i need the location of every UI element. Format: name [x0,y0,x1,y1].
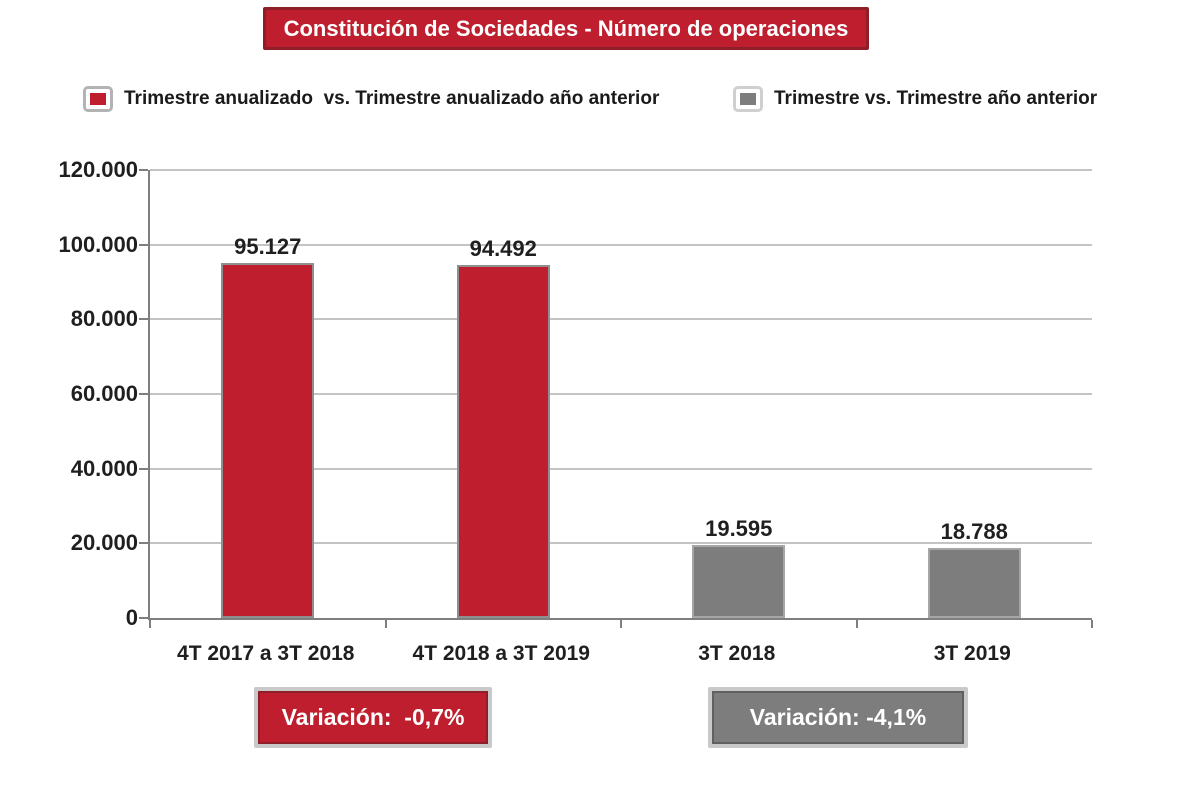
bar-4t2017-3t2018 [221,262,315,618]
gray-chip-icon [740,93,756,105]
y-axis-tick [139,617,148,619]
x-axis-tick [384,620,387,628]
gridline [150,467,1092,470]
bar-slot: 94.492 [386,170,622,618]
y-axis-tick-label: 80.000 [70,306,138,332]
y-axis-tick [139,542,148,545]
x-axis-tick [149,620,151,628]
red-chip-icon [90,93,106,105]
x-axis-tick [1091,620,1093,628]
y-axis-tick [139,243,148,246]
bar-slot: 95.127 [150,170,386,618]
bar-group-4: 18.788 [927,518,1021,618]
bar-3t2019 [927,547,1021,618]
bar-value-label: 18.788 [940,518,1008,544]
bar-3t2018 [692,544,786,618]
legend-item-quarter: Trimestre vs. Trimestre año anterior [733,86,1097,112]
x-label-1: 4T 2017 a 3T 2018 [177,642,355,665]
bar-group-1: 95.127 [221,233,315,618]
y-axis-tick [139,169,148,171]
x-axis-tick [855,620,858,628]
y-axis-tick-label: 100.000 [58,231,138,257]
bar-group-2: 94.492 [456,236,550,618]
legend-label-quarter: Trimestre vs. Trimestre año anterior [774,88,1098,109]
bar-value-label: 19.595 [705,515,773,541]
bar-4t2018-3t2019 [456,265,550,618]
x-axis-tick [620,620,622,628]
variation-box-annualized: Variación: -0,7% [254,687,492,748]
bar-slot: 19.595 [621,170,857,618]
y-axis-tick-label: 20.000 [70,530,138,556]
gridline [150,169,1092,171]
y-axis-tick-label: 0 [125,605,138,630]
red-swatch-icon [83,86,113,112]
plot-area: 95.127 94.492 19.595 18.788 [139,169,1093,628]
legend-item-annualized: Trimestre anualizado vs. Trimestre anual… [83,86,659,112]
gridline [150,318,1092,321]
gridline [150,542,1092,545]
gridline [150,243,1092,246]
gray-swatch-icon [733,86,763,112]
x-label-4: 3T 2019 [933,642,1011,665]
y-axis-tick-label: 120.000 [58,157,138,182]
y-axis-tick [139,318,148,321]
bar-group-3: 19.595 [692,515,786,618]
chart-title: Constitución de Sociedades - Número de o… [263,7,869,50]
bar-slot: 18.788 [857,170,1093,618]
x-label-3: 3T 2018 [698,642,776,665]
y-axis: 0 20.000 40.000 60.000 80.000 100.000 120.000 [30,157,138,630]
legend-label-annualized: Trimestre anualizado vs. Trimestre anual… [124,88,660,109]
variation-box-quarter: Variación: -4,1% [708,687,968,748]
x-axis-labels: 4T 2017 a 3T 2018 4T 2018 a 3T 2019 3T 2… [148,642,1090,666]
x-label-2: 4T 2018 a 3T 2019 [412,642,590,665]
y-axis-tick-label: 60.000 [70,381,138,406]
bar-value-label: 94.492 [469,236,537,262]
bar-value-label: 95.127 [234,233,302,259]
y-axis-tick [139,467,148,470]
y-axis-tick [139,393,148,395]
y-axis-tick-label: 40.000 [70,455,138,481]
gridline [150,393,1092,395]
